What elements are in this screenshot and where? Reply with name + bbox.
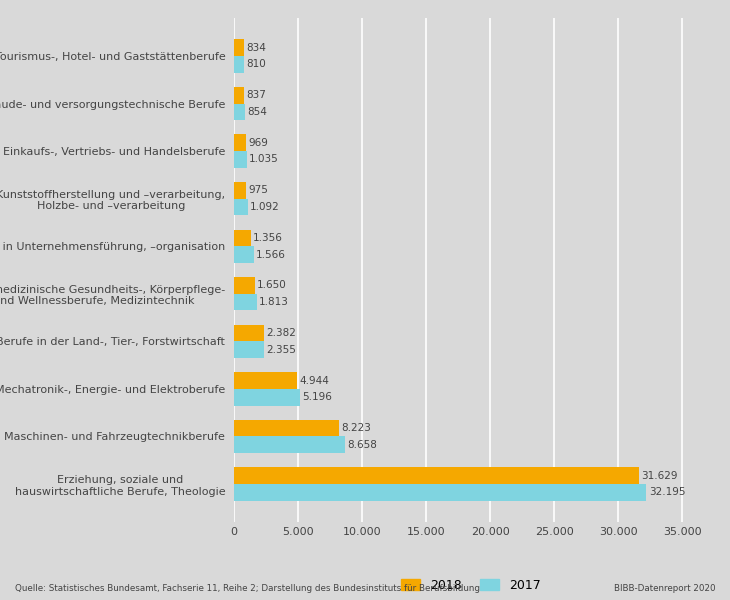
Text: 969: 969	[248, 138, 268, 148]
Text: 1.813: 1.813	[259, 297, 289, 307]
Bar	[234, 420, 339, 436]
Bar	[234, 277, 255, 294]
Bar	[234, 199, 247, 215]
Bar	[234, 87, 245, 104]
Bar	[234, 182, 246, 199]
Text: 1.092: 1.092	[250, 202, 280, 212]
Text: 975: 975	[248, 185, 269, 196]
Bar	[234, 104, 245, 120]
Bar	[234, 341, 264, 358]
Text: 5.196: 5.196	[302, 392, 332, 402]
Text: 810: 810	[246, 59, 266, 70]
Bar	[234, 467, 639, 484]
Legend: 2018, 2017: 2018, 2017	[401, 578, 541, 592]
Bar	[234, 151, 247, 168]
Text: 2.355: 2.355	[266, 344, 296, 355]
Text: 32.195: 32.195	[649, 487, 685, 497]
Text: 8.658: 8.658	[347, 440, 377, 450]
Text: 8.223: 8.223	[342, 423, 372, 433]
Bar	[234, 40, 245, 56]
Bar	[234, 389, 300, 406]
Bar	[234, 372, 297, 389]
Text: 31.629: 31.629	[642, 470, 678, 481]
Bar	[234, 56, 244, 73]
Text: 854: 854	[247, 107, 266, 117]
Bar	[234, 484, 647, 500]
Text: 1.356: 1.356	[253, 233, 283, 243]
Bar	[234, 436, 345, 453]
Text: 834: 834	[247, 43, 266, 53]
Bar	[234, 294, 257, 310]
Bar	[234, 134, 246, 151]
Text: 1.566: 1.566	[256, 250, 286, 260]
Text: 2.382: 2.382	[266, 328, 296, 338]
Bar	[234, 325, 264, 341]
Bar	[234, 246, 254, 263]
Text: 1.650: 1.650	[257, 280, 287, 290]
Text: 837: 837	[247, 90, 266, 100]
Text: BIBB-Datenreport 2020: BIBB-Datenreport 2020	[614, 584, 715, 593]
Text: 1.035: 1.035	[249, 154, 279, 164]
Text: Quelle: Statistisches Bundesamt, Fachserie 11, Reihe 2; Darstellung des Bundesin: Quelle: Statistisches Bundesamt, Fachser…	[15, 584, 480, 593]
Text: 4.944: 4.944	[299, 376, 329, 386]
Bar	[234, 230, 251, 246]
